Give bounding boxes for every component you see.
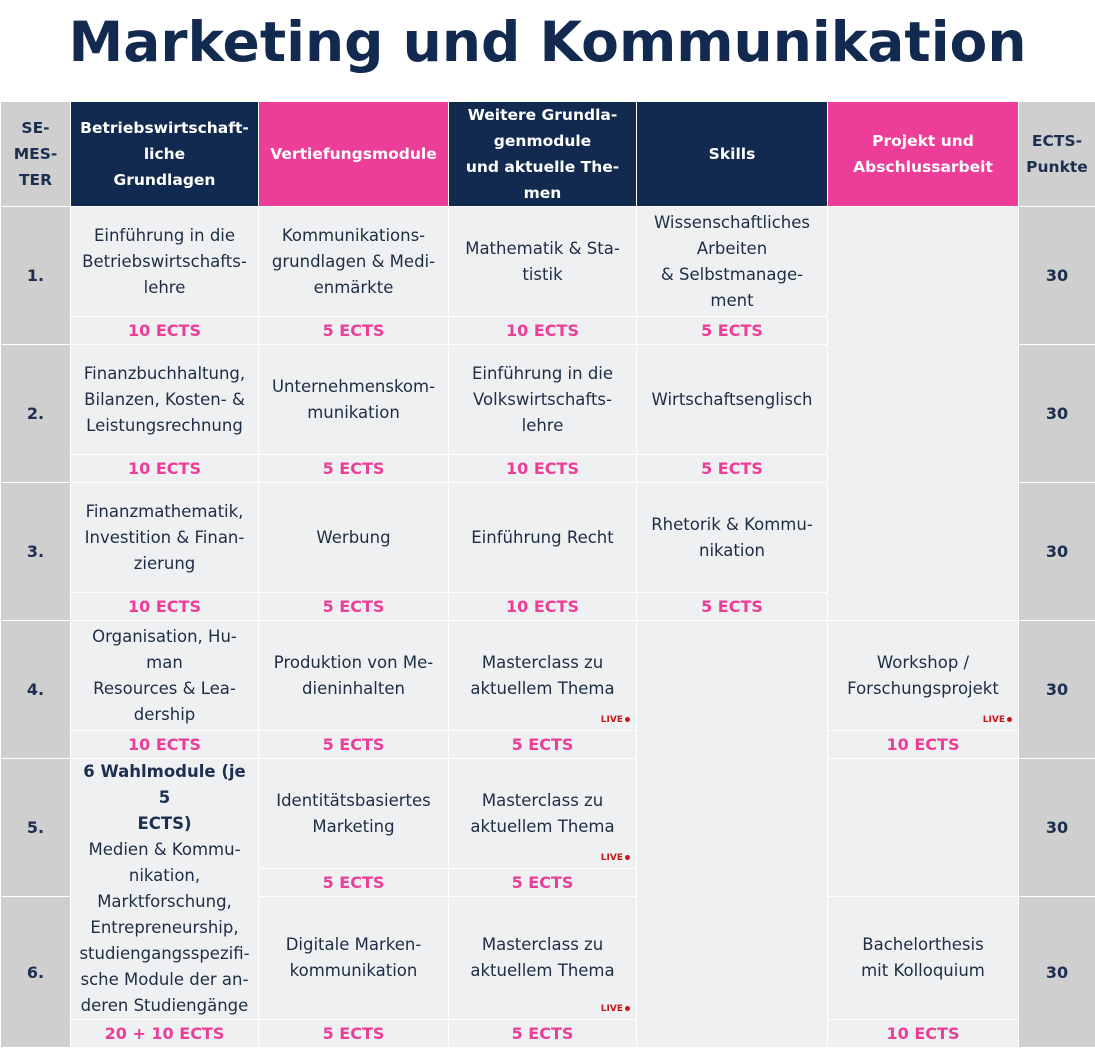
semester-row-1: 1. Einführung in die Betriebswirtschafts… bbox=[1, 207, 1095, 317]
page-title: Marketing und Kommunikation bbox=[0, 6, 1095, 86]
ects-credit: 5 ECTS bbox=[259, 869, 449, 897]
semester-label: 1. bbox=[1, 207, 71, 345]
module-cell: Masterclass zu aktuellem Thema LIVE bbox=[449, 621, 637, 731]
ects-credit: 5 ECTS bbox=[259, 731, 449, 759]
ects-credit: 10 ECTS bbox=[71, 593, 259, 621]
ects-credit: 5 ECTS bbox=[637, 593, 828, 621]
ects-credit: 10 ECTS bbox=[449, 455, 637, 483]
live-dot-icon bbox=[625, 855, 630, 860]
header-ects: ECTS- Punkte bbox=[1019, 102, 1095, 207]
semester-label: 2. bbox=[1, 345, 71, 483]
module-cell: Identitätsbasiertes Marketing bbox=[259, 759, 449, 869]
live-dot-icon bbox=[1007, 717, 1012, 722]
live-badge: LIVE bbox=[601, 853, 630, 863]
wahlmodule-cell: 6 Wahlmodule (je 5 ECTS) Medien & Kommu-… bbox=[71, 759, 259, 1020]
credit-row-6: 20 + 10 ECTS 5 ECTS 5 ECTS 10 ECTS bbox=[1, 1020, 1095, 1048]
module-cell: Finanzmathematik, Investition & Finan- z… bbox=[71, 483, 259, 593]
semester-label: 4. bbox=[1, 621, 71, 759]
ects-total: 30 bbox=[1019, 759, 1095, 897]
live-dot-icon bbox=[625, 1006, 630, 1011]
module-cell: Einführung in die Volkswirtschafts- lehr… bbox=[449, 345, 637, 455]
live-badge: LIVE bbox=[983, 715, 1012, 725]
projekt-empty-cell bbox=[828, 207, 1019, 621]
ects-credit: 10 ECTS bbox=[71, 317, 259, 345]
module-cell: Unternehmenskom- munikation bbox=[259, 345, 449, 455]
header-row: SE- MES- TER Betriebswirtschaft- liche G… bbox=[1, 102, 1095, 207]
module-cell: Wirtschaftsenglisch bbox=[637, 345, 828, 455]
module-cell: Werbung bbox=[259, 483, 449, 593]
ects-credit: 20 + 10 ECTS bbox=[71, 1020, 259, 1048]
header-vertiefung: Vertiefungsmodule bbox=[259, 102, 449, 207]
header-bwl: Betriebswirtschaft- liche Grundlagen bbox=[71, 102, 259, 207]
credit-row-4: 10 ECTS 5 ECTS 5 ECTS 10 ECTS bbox=[1, 731, 1095, 759]
module-cell: Finanzbuchhaltung, Bilanzen, Kosten- & L… bbox=[71, 345, 259, 455]
header-weitere: Weitere Grundla- genmodule und aktuelle … bbox=[449, 102, 637, 207]
module-cell: Digitale Marken- kommunikation bbox=[259, 897, 449, 1020]
wahlmodule-heading: 6 Wahlmodule (je 5 ECTS) bbox=[83, 762, 245, 833]
module-cell: Bachelorthesis mit Kolloquium bbox=[828, 897, 1019, 1020]
ects-credit: 10 ECTS bbox=[71, 731, 259, 759]
live-dot-icon bbox=[625, 717, 630, 722]
module-cell: Masterclass zu aktuellem Thema LIVE bbox=[449, 897, 637, 1020]
module-cell: Kommunikations- grundlagen & Medi- enmär… bbox=[259, 207, 449, 317]
ects-credit: 10 ECTS bbox=[828, 1020, 1019, 1048]
module-cell: Masterclass zu aktuellem Thema LIVE bbox=[449, 759, 637, 869]
semester-row-5: 5. 6 Wahlmodule (je 5 ECTS) Medien & Kom… bbox=[1, 759, 1095, 869]
ects-credit: 5 ECTS bbox=[637, 317, 828, 345]
wahlmodule-list: Medien & Kommu- nikation, Marktforschung… bbox=[79, 840, 249, 1015]
ects-credit: 5 ECTS bbox=[449, 869, 637, 897]
ects-credit: 10 ECTS bbox=[828, 731, 1019, 759]
semester-label: 3. bbox=[1, 483, 71, 621]
projekt-empty-cell bbox=[828, 759, 1019, 897]
ects-total: 30 bbox=[1019, 207, 1095, 345]
ects-credit: 5 ECTS bbox=[259, 317, 449, 345]
module-cell: Rhetorik & Kommu- nikation bbox=[637, 483, 828, 593]
module-cell: Mathematik & Sta- tistik bbox=[449, 207, 637, 317]
ects-credit: 5 ECTS bbox=[449, 731, 637, 759]
skills-empty-cell bbox=[637, 621, 828, 1048]
header-projekt: Projekt und Abschlussarbeit bbox=[828, 102, 1019, 207]
curriculum-table: SE- MES- TER Betriebswirtschaft- liche G… bbox=[0, 101, 1095, 1048]
ects-total: 30 bbox=[1019, 345, 1095, 483]
header-skills: Skills bbox=[637, 102, 828, 207]
ects-credit: 5 ECTS bbox=[637, 455, 828, 483]
module-cell: Einführung Recht bbox=[449, 483, 637, 593]
semester-label: 6. bbox=[1, 897, 71, 1048]
semester-label: 5. bbox=[1, 759, 71, 897]
module-cell: Produktion von Me- dieninhalten bbox=[259, 621, 449, 731]
header-semester: SE- MES- TER bbox=[1, 102, 71, 207]
live-badge: LIVE bbox=[601, 715, 630, 725]
ects-total: 30 bbox=[1019, 897, 1095, 1048]
ects-credit: 5 ECTS bbox=[259, 1020, 449, 1048]
ects-total: 30 bbox=[1019, 621, 1095, 759]
ects-credit: 5 ECTS bbox=[259, 593, 449, 621]
module-cell: Wissenschaftliches Arbeiten & Selbstmana… bbox=[637, 207, 828, 317]
ects-credit: 10 ECTS bbox=[71, 455, 259, 483]
ects-credit: 10 ECTS bbox=[449, 593, 637, 621]
ects-total: 30 bbox=[1019, 483, 1095, 621]
module-cell: Workshop / Forschungsprojekt LIVE bbox=[828, 621, 1019, 731]
module-cell: Einführung in die Betriebswirtschafts- l… bbox=[71, 207, 259, 317]
live-badge: LIVE bbox=[601, 1004, 630, 1014]
semester-row-4: 4. Organisation, Hu- man Resources & Lea… bbox=[1, 621, 1095, 731]
ects-credit: 5 ECTS bbox=[259, 455, 449, 483]
ects-credit: 5 ECTS bbox=[449, 1020, 637, 1048]
ects-credit: 10 ECTS bbox=[449, 317, 637, 345]
module-cell: Organisation, Hu- man Resources & Lea- d… bbox=[71, 621, 259, 731]
